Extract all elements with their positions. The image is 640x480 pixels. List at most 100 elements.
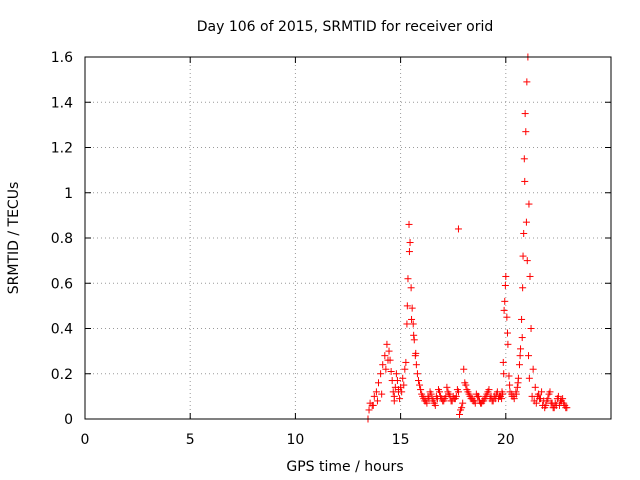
data-point-0-181 <box>512 388 520 396</box>
data-point-0-207 <box>560 399 568 407</box>
data-point-0-49 <box>443 383 451 391</box>
data-point-0-122 <box>382 365 390 373</box>
data-point-0-166 <box>484 388 492 396</box>
data-point-0-27 <box>405 220 413 228</box>
data-point-0-129 <box>405 248 413 256</box>
data-point-0-10 <box>385 347 393 355</box>
x-tick-label-1: 5 <box>186 432 195 448</box>
data-point-0-183 <box>516 352 524 360</box>
data-point-0-208 <box>562 404 570 412</box>
data-point-0-28 <box>406 239 414 247</box>
data-point-0-135 <box>419 392 427 400</box>
data-point-0-139 <box>427 390 435 398</box>
y-tick-label-6: 1.2 <box>51 141 73 157</box>
data-point-0-4 <box>372 388 380 396</box>
data-point-0-141 <box>431 401 439 409</box>
data-point-0-31 <box>409 320 417 328</box>
data-point-0-121 <box>378 390 386 398</box>
data-point-0-24 <box>402 358 410 366</box>
data-point-0-119 <box>369 401 377 409</box>
data-point-0-26 <box>404 275 412 283</box>
data-point-0-173 <box>498 388 506 396</box>
data-point-0-177 <box>503 329 511 337</box>
data-point-0-130 <box>408 315 416 323</box>
y-tick-label-8: 1.6 <box>51 50 73 66</box>
data-point-0-187 <box>521 110 529 118</box>
data-point-0-95 <box>522 128 530 136</box>
data-point-0-34 <box>412 361 420 369</box>
data-point-0-80 <box>503 313 511 321</box>
data-point-0-198 <box>541 404 549 412</box>
data-point-0-152 <box>454 388 462 396</box>
data-point-0-126 <box>398 388 406 396</box>
data-point-0-32 <box>410 336 418 344</box>
data-point-0-160 <box>471 399 479 407</box>
data-point-0-170 <box>492 390 500 398</box>
data-point-0-194 <box>532 399 540 407</box>
data-point-0-128 <box>403 302 411 310</box>
data-point-0-186 <box>520 155 528 163</box>
data-point-0-6 <box>377 370 385 378</box>
data-point-0-184 <box>518 334 526 342</box>
data-point-0-156 <box>463 386 471 394</box>
data-point-0-23 <box>401 365 409 373</box>
data-point-0-89 <box>515 361 523 369</box>
data-point-0-30 <box>408 304 416 312</box>
data-point-0-145 <box>440 397 448 405</box>
y-axis-label: SRMTID / TECUs <box>6 182 22 295</box>
data-point-0-176 <box>501 282 509 290</box>
data-point-0-127 <box>400 381 408 389</box>
x-tick-label-3: 15 <box>392 432 410 448</box>
data-point-0-196 <box>537 395 545 403</box>
point-layer <box>364 53 571 423</box>
data-point-0-189 <box>523 257 531 265</box>
data-point-0-98 <box>525 200 533 208</box>
data-point-0-36 <box>416 381 424 389</box>
data-point-0-5 <box>375 379 383 387</box>
data-point-0-35 <box>413 370 421 378</box>
data-point-0-161 <box>473 392 481 400</box>
data-point-0-132 <box>412 349 420 357</box>
data-point-0-164 <box>480 397 488 405</box>
data-point-0-188 <box>522 218 530 226</box>
data-point-0-140 <box>429 397 437 405</box>
data-point-0-153 <box>457 406 465 414</box>
data-point-0-155 <box>461 379 469 387</box>
data-point-0-199 <box>543 397 551 405</box>
data-point-0-87 <box>513 383 521 391</box>
data-point-0-94 <box>521 177 529 185</box>
data-point-0-195 <box>534 390 542 398</box>
data-point-0-205 <box>555 401 563 409</box>
data-point-0-185 <box>519 252 527 260</box>
data-point-0-124 <box>390 397 398 405</box>
data-point-0-209 <box>454 225 462 233</box>
x-tick-label-4: 20 <box>497 432 515 448</box>
data-point-0-55 <box>456 410 464 418</box>
data-point-0-174 <box>499 358 507 366</box>
data-point-0-123 <box>384 356 392 364</box>
data-point-0-29 <box>407 284 415 292</box>
data-point-0-78 <box>501 297 509 305</box>
x-axis-label: GPS time / hours <box>286 459 403 475</box>
data-point-0-99 <box>526 272 534 280</box>
data-point-0-180 <box>510 392 518 400</box>
data-point-0-93 <box>520 229 528 237</box>
data-point-0-172 <box>497 392 505 400</box>
data-point-0-118 <box>365 406 373 414</box>
data-point-0-96 <box>523 78 531 86</box>
data-point-0-151 <box>452 392 460 400</box>
chart-title: Day 106 of 2015, SRMTID for receiver ori… <box>197 19 494 35</box>
data-point-0-120 <box>373 397 381 405</box>
data-point-0-203 <box>551 399 559 407</box>
data-point-0-92 <box>519 284 527 292</box>
y-tick-label-5: 1 <box>64 186 73 202</box>
data-point-0-25 <box>403 320 411 328</box>
data-point-0-192 <box>528 392 536 400</box>
data-point-0-148 <box>446 392 454 400</box>
data-point-0-168 <box>488 397 496 405</box>
data-point-0-90 <box>517 345 525 353</box>
y-tick-label-2: 0.4 <box>51 322 73 338</box>
data-point-0-147 <box>444 388 452 396</box>
